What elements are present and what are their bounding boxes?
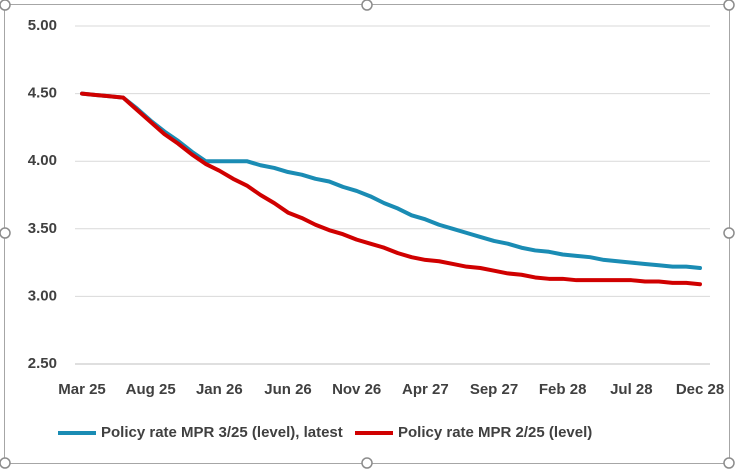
x-tick-label: Nov 26	[332, 381, 381, 398]
x-tick-label: Jul 28	[610, 381, 653, 398]
y-tick-label: 3.00	[28, 287, 57, 304]
x-tick-label: Mar 25	[58, 381, 106, 398]
x-tick-label: Apr 27	[402, 381, 449, 398]
y-tick-label: 3.50	[28, 220, 57, 237]
legend-label: Policy rate MPR 3/25 (level), latest	[101, 424, 343, 441]
x-tick-label: Sep 27	[470, 381, 518, 398]
x-tick-label: Jan 26	[196, 381, 243, 398]
legend-label: Policy rate MPR 2/25 (level)	[398, 424, 592, 441]
x-tick-label: Dec 28	[676, 381, 724, 398]
x-tick-label: Jun 26	[264, 381, 312, 398]
x-tick-label: Feb 28	[539, 381, 587, 398]
series-line	[80, 91, 702, 287]
y-tick-label: 2.50	[28, 355, 57, 372]
chart-frame	[4, 4, 730, 464]
x-tick-label: Aug 25	[126, 381, 176, 398]
y-tick-label: 5.00	[28, 17, 57, 34]
y-tick-label: 4.00	[28, 152, 57, 169]
y-tick-label: 4.50	[28, 85, 57, 102]
series-line	[80, 91, 702, 271]
